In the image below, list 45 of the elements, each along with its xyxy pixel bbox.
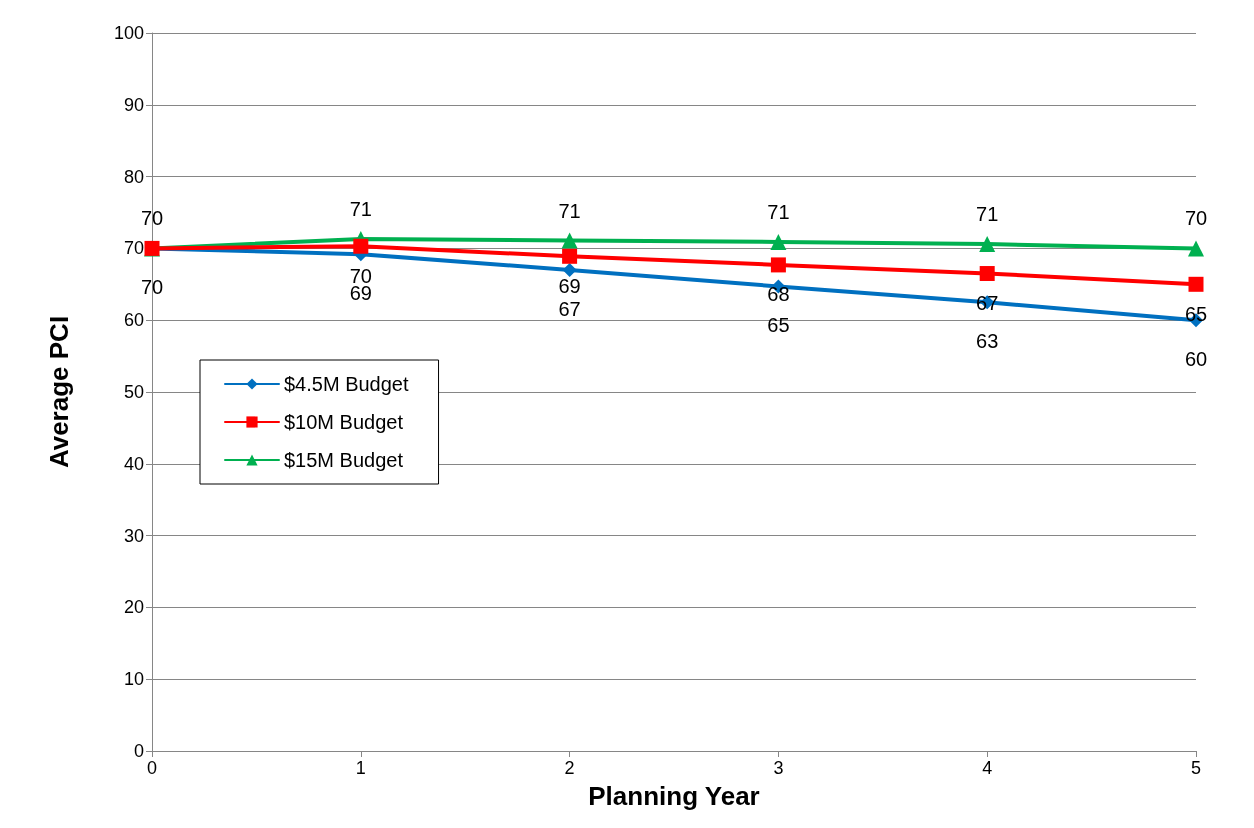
data-label: 71 — [349, 198, 372, 221]
data-label: 67 — [558, 297, 581, 320]
x-tick-label: 2 — [564, 758, 575, 778]
data-label: 60 — [1184, 348, 1208, 371]
point — [770, 233, 787, 250]
x-tick-label: 4 — [982, 758, 993, 778]
y-tick-label: 90 — [123, 94, 144, 115]
data-label: 69 — [558, 274, 581, 297]
point — [1188, 240, 1204, 257]
y-tick-label: 80 — [123, 166, 144, 187]
x-tick-label: 0 — [146, 758, 158, 778]
point — [562, 262, 577, 277]
point — [770, 257, 786, 273]
y-tick-label: 40 — [123, 453, 144, 474]
legend-label: $15M Budget — [284, 449, 404, 471]
point — [979, 266, 995, 282]
x-axis-title: Planning Year — [588, 781, 760, 811]
point — [353, 238, 369, 254]
legend-label: $10M Budget — [284, 411, 404, 433]
data-label: 65 — [767, 314, 790, 337]
y-tick-label: 30 — [123, 525, 144, 546]
data-label: 70 — [1184, 207, 1208, 230]
y-tick-label: 20 — [123, 597, 144, 618]
point — [1188, 276, 1204, 292]
data-label: 71 — [976, 203, 999, 226]
y-axis-title: Average PCI — [44, 315, 74, 469]
legend-label: $4.5M Budget — [284, 373, 409, 395]
y-tick-label: 50 — [123, 382, 144, 402]
y-tick-label: 10 — [123, 669, 144, 690]
y-tick-label: 70 — [123, 238, 144, 259]
data-label: 63 — [976, 330, 999, 353]
point — [561, 232, 578, 249]
y-tick-label: 0 — [133, 741, 144, 761]
data-label: 71 — [558, 199, 581, 222]
x-tick-label: 3 — [773, 758, 784, 778]
data-label: 71 — [767, 200, 790, 223]
x-tick-label: 5 — [1190, 758, 1202, 778]
data-label: 70 — [140, 207, 164, 230]
y-tick-label: 100 — [113, 23, 144, 43]
data-label: 68 — [767, 283, 790, 306]
data-label: 70 — [140, 276, 164, 299]
point — [979, 236, 996, 253]
point — [562, 248, 578, 264]
x-tick-label: 1 — [355, 758, 366, 778]
y-tick-label: 60 — [123, 310, 144, 331]
